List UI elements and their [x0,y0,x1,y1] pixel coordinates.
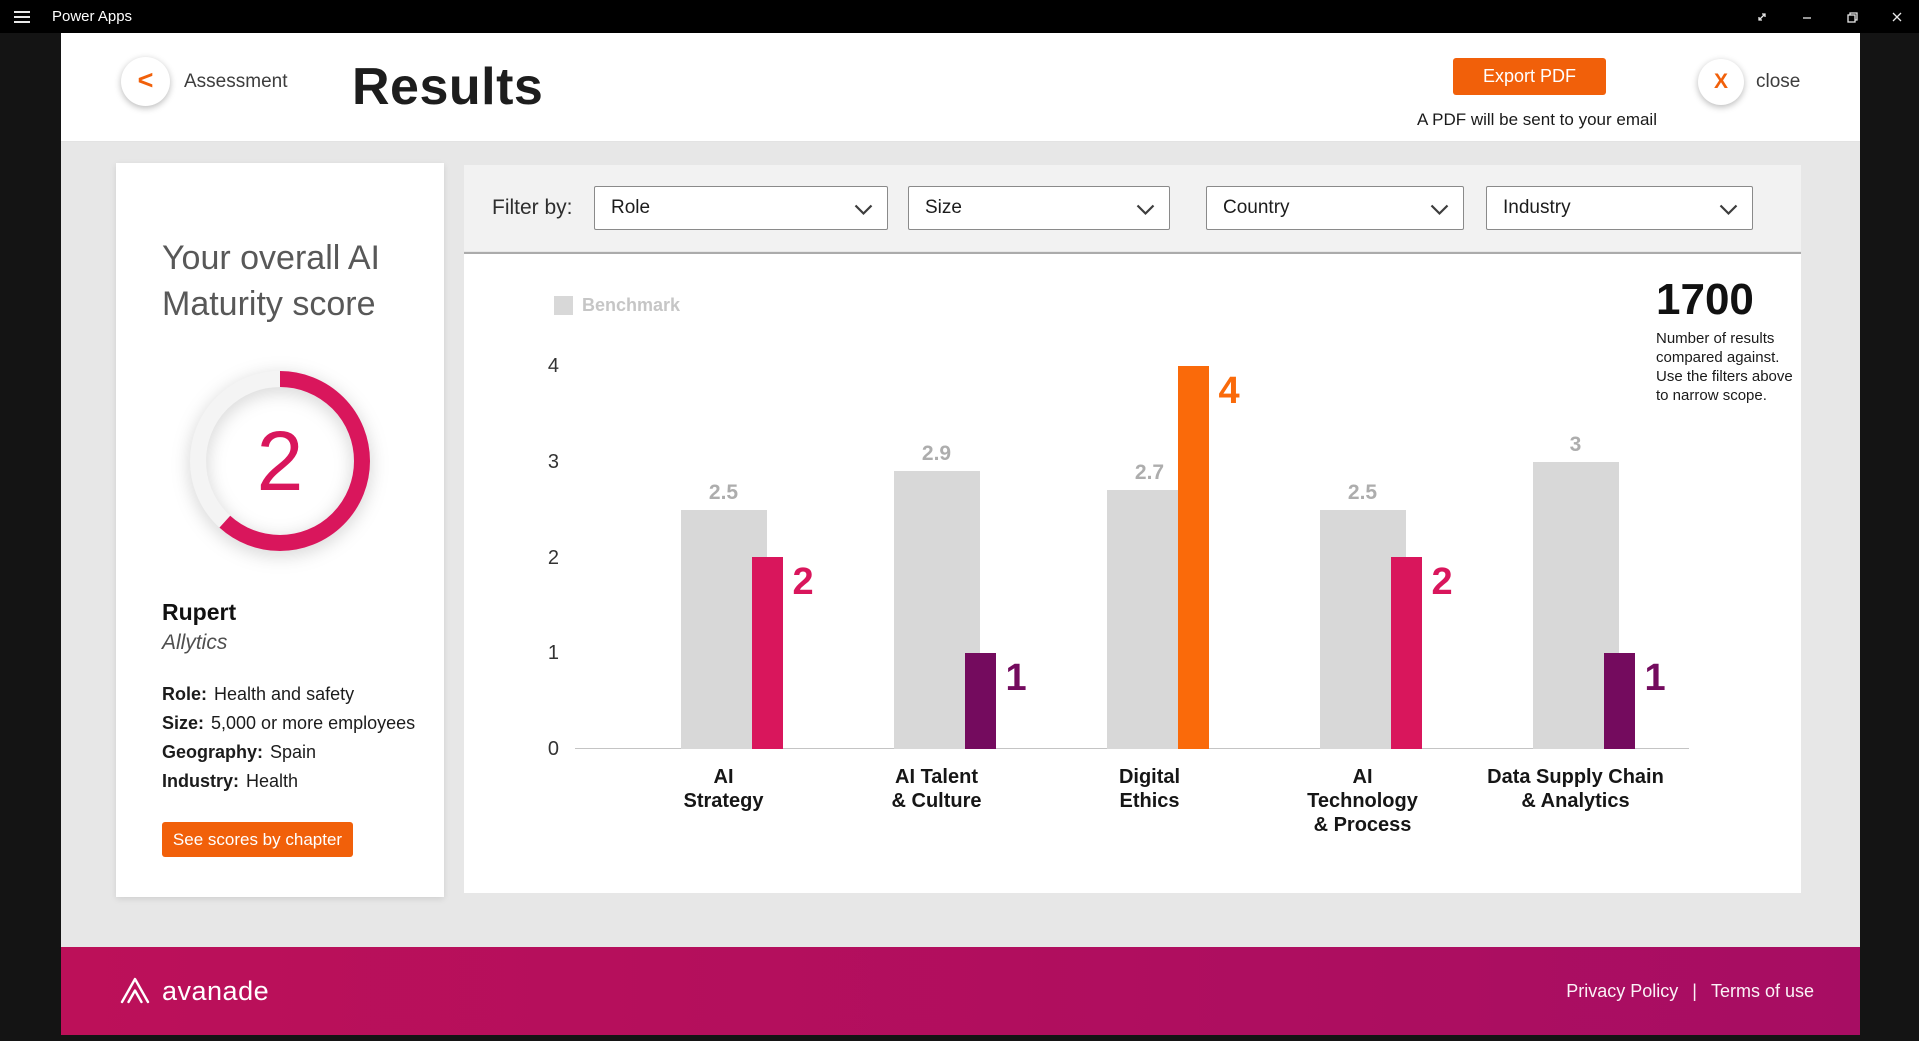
role-dropdown-value: Role [611,197,651,218]
chart-category-group: 2.5 2 AI Strategy [617,366,830,812]
benchmark-value-label: 2.7 [1134,461,1165,484]
country-dropdown[interactable]: Country [1206,186,1464,230]
benchmark-value-label: 3 [1569,433,1582,456]
score-bar [964,653,996,749]
window-app-name: Power Apps [52,8,133,25]
size-dropdown[interactable]: Size [908,186,1170,230]
filter-by-label: Filter by: [492,196,573,219]
industry-dropdown-value: Industry [1503,197,1571,218]
detail-label: Geography: [162,742,264,762]
bars-row: 2.5 2 AI Strategy 2.9 1 AI Talent & Culture 2.7 4… [617,366,1682,836]
results-count: 1700 [1656,275,1754,324]
industry-dropdown[interactable]: Industry [1486,186,1753,230]
footer-links-separator: | [1692,980,1697,1001]
y-axis-label: 2 [547,546,559,569]
chevron-down-icon [1430,204,1449,216]
person-name: Rupert [162,599,237,625]
category-label: Digital Ethics [1118,766,1181,812]
category-label: AI Talent & Culture [891,766,982,812]
brand-logo: avanade [118,976,269,1007]
chart-category-group: 3 1 Data Supply Chain & Analytics [1469,366,1682,812]
chevron-down-icon [854,204,873,216]
app-footer: avanade Privacy Policy | Terms of use [61,947,1860,1035]
detail-value: Spain [270,742,317,762]
overall-score-value: 2 [256,413,304,508]
footer-links: Privacy Policy | Terms of use [1566,981,1814,1002]
detail-label: Size: [162,713,205,733]
terms-of-use-link[interactable]: Terms of use [1710,980,1814,1001]
minimize-icon[interactable] [1784,0,1829,33]
detail-row-role: Role: Health and safety [162,680,422,709]
score-bar [1390,557,1422,749]
category-label: Data Supply Chain & Analytics [1487,766,1664,812]
fullscreen-icon[interactable] [1739,0,1784,33]
y-axis-label: 4 [547,355,559,377]
close-label[interactable]: close [1756,71,1801,92]
score-value-label: 2 [1431,561,1453,603]
chart-category-group: 2.5 2 AI Technology & Process [1256,366,1469,836]
app-canvas: < Assessment Results Export PDF A PDF wi… [61,33,1860,1035]
detail-value: Health and safety [214,684,355,704]
score-bar [1177,366,1209,749]
benchmark-value-label: 2.5 [1347,481,1378,504]
score-bar [1603,653,1635,749]
page-title: Results [352,58,544,116]
close-x-icon: X [1713,70,1728,93]
benchmark-legend-swatch [554,296,573,315]
profile-details: Role: Health and safety Size: 5,000 or mor… [162,680,422,796]
maximize-restore-icon[interactable] [1829,0,1874,33]
score-value-label: 1 [1005,657,1027,699]
window-close-icon[interactable] [1874,0,1919,33]
back-chevron-icon: < [137,65,154,95]
detail-value: 5,000 or more employees [211,713,416,733]
detail-row-industry: Industry: Health [162,767,422,796]
privacy-policy-link[interactable]: Privacy Policy [1566,980,1679,1001]
detail-label: Role: [162,684,207,704]
detail-row-geography: Geography: Spain [162,738,422,767]
score-value-label: 4 [1218,370,1240,412]
score-value-label: 1 [1644,657,1666,699]
back-label-assessment[interactable]: Assessment [184,70,288,92]
detail-value: Health [246,771,299,791]
country-dropdown-value: Country [1223,197,1290,218]
category-label: AI Strategy [683,766,764,812]
detail-row-size: Size: 5,000 or more employees [162,709,422,738]
brand-name: avanade [162,975,270,1006]
score-bar [751,557,783,749]
see-scores-by-chapter-button[interactable]: See scores by chapter [162,822,353,857]
y-axis-label: 3 [547,450,559,473]
export-pdf-note: A PDF will be sent to your email [1417,110,1657,129]
role-dropdown[interactable]: Role [594,186,888,230]
chevron-down-icon [1136,204,1155,216]
size-dropdown-value: Size [925,197,962,218]
benchmark-value-label: 2.5 [708,481,739,504]
chevron-down-icon [1719,204,1738,216]
score-card-heading: Your overall AI Maturity score [162,239,380,323]
filter-bar: Filter by: Role Size Country Industry [464,165,1801,251]
bar-chart-plot: 2.5 2 AI Strategy 2.9 1 AI Talent & Culture 2.7 4… [548,355,1689,836]
close-button[interactable]: X [1698,59,1744,105]
results-description: Number of results compared against. Use … [1656,330,1793,404]
detail-label: Industry: [162,771,240,791]
export-pdf-button[interactable]: Export PDF [1453,58,1606,95]
category-label: AI Technology & Process [1307,766,1418,836]
back-button[interactable]: < [121,57,170,106]
chart-category-group: 2.7 4 Digital Ethics [1043,366,1256,812]
chart-category-group: 2.9 1 AI Talent & Culture [830,366,1043,812]
benchmark-legend-label: Benchmark [582,295,681,315]
chart-panel: Benchmark 1700 Number of results compare… [464,252,1801,893]
overall-score-card: Your overall AI Maturity score 2 Rupert … [116,163,444,897]
chart-legend: Benchmark [554,295,680,316]
app-header: < Assessment Results Export PDF A PDF wi… [61,33,1860,141]
y-axis-label: 0 [547,738,559,760]
window-titlebar: Power Apps [0,0,1919,33]
score-value-label: 2 [792,561,814,603]
avanade-logo-icon [120,977,150,1004]
company-name: Allytics [162,631,228,654]
benchmark-value-label: 2.9 [921,442,952,465]
y-axis-label: 1 [547,642,559,665]
score-gauge: 2 [185,366,375,556]
hamburger-menu-icon[interactable] [0,0,44,33]
results-info: 1700 Number of results compared against.… [1656,276,1796,405]
